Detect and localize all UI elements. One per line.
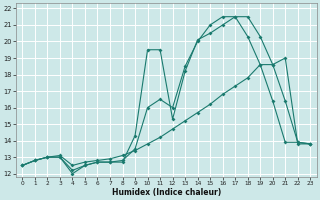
X-axis label: Humidex (Indice chaleur): Humidex (Indice chaleur) <box>112 188 221 197</box>
